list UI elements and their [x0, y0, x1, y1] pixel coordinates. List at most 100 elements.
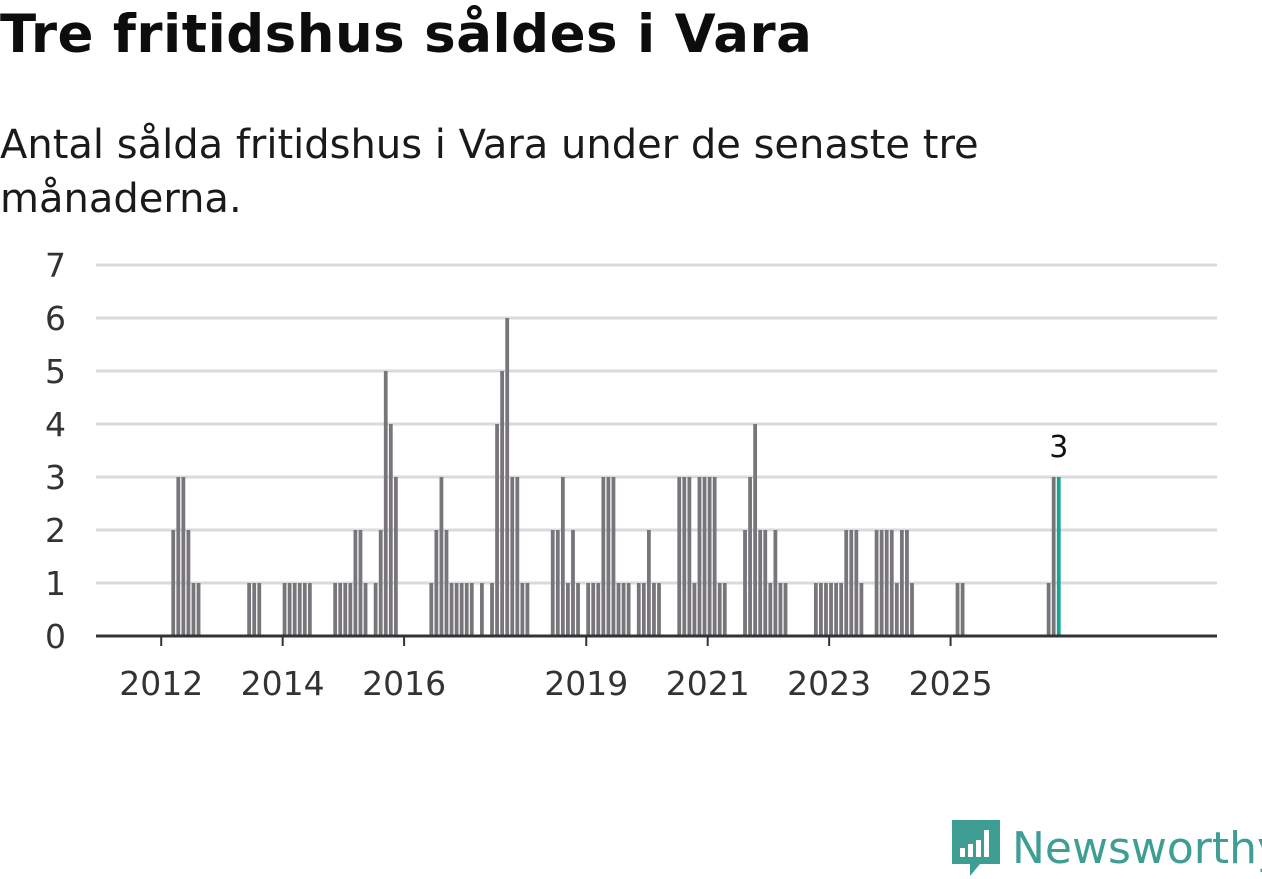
bar — [439, 477, 444, 636]
bar — [454, 583, 459, 636]
bar — [247, 583, 252, 636]
bar — [1046, 583, 1051, 636]
bar — [429, 583, 434, 636]
bar — [687, 477, 692, 636]
bar — [641, 583, 646, 636]
bar — [505, 318, 510, 636]
bar — [768, 583, 773, 636]
bar — [606, 477, 611, 636]
bar — [646, 530, 651, 636]
bar — [480, 583, 484, 636]
bar — [252, 583, 257, 636]
bar — [844, 530, 849, 636]
bar — [819, 583, 823, 636]
bar — [682, 477, 687, 636]
bar — [839, 583, 844, 636]
bar — [297, 583, 302, 636]
y-tick-label: 7 — [45, 246, 66, 285]
bar — [550, 530, 555, 636]
bar — [874, 530, 879, 636]
bar — [712, 477, 717, 636]
y-tick-label: 2 — [45, 511, 66, 550]
newsworthy-logo[interactable]: Newsworthy — [950, 818, 1262, 878]
bar — [383, 371, 388, 636]
bar — [899, 530, 904, 636]
bar — [363, 583, 368, 636]
bar — [171, 530, 176, 636]
annotations: 3 — [1049, 430, 1068, 465]
bar — [722, 583, 727, 636]
bar — [753, 424, 758, 636]
bar — [758, 530, 763, 636]
bar — [566, 583, 570, 636]
bar — [783, 583, 788, 636]
bar-chart: 0 1 2 3 4 5 6 7 2012 2014 2016 2019 2021 2023 2025 3 — [45, 246, 1217, 703]
bar — [849, 530, 854, 636]
bar — [525, 583, 530, 636]
x-tick-label: 2025 — [909, 664, 993, 703]
bar — [464, 583, 469, 636]
bar — [960, 583, 965, 636]
bar — [449, 583, 454, 636]
bar — [469, 583, 474, 636]
bar — [596, 583, 601, 636]
chart-subtitle: Antal sålda fritidshus i Vara under de s… — [0, 122, 979, 222]
bar — [636, 583, 641, 636]
bar — [333, 583, 338, 636]
x-tick-label: 2021 — [666, 664, 750, 703]
bar — [302, 583, 307, 636]
bar — [586, 583, 591, 636]
bar — [834, 583, 838, 636]
bar — [353, 530, 358, 636]
y-tick-label: 3 — [45, 458, 66, 497]
bar — [378, 530, 383, 636]
bar — [434, 530, 439, 636]
bar — [824, 583, 828, 636]
bar — [854, 530, 859, 636]
y-tick-label: 1 — [45, 564, 66, 603]
x-tick-label: 2023 — [787, 664, 871, 703]
bar — [748, 477, 752, 636]
bar — [697, 477, 702, 636]
bar — [829, 583, 833, 636]
bar — [520, 583, 525, 636]
bar — [490, 583, 494, 636]
bar — [338, 583, 343, 636]
bar — [707, 477, 712, 636]
bar — [444, 530, 449, 636]
bar — [591, 583, 596, 636]
bar — [495, 424, 499, 636]
bar — [626, 583, 631, 636]
bar — [292, 583, 297, 636]
bar — [348, 583, 353, 636]
bar — [191, 583, 196, 636]
bar — [1051, 477, 1056, 636]
bar — [813, 583, 818, 636]
bar — [677, 477, 682, 636]
bar — [358, 530, 363, 636]
bar — [905, 530, 909, 636]
bar — [459, 583, 464, 636]
bar — [373, 583, 378, 636]
x-axis: 2012 2014 2016 2019 2021 2023 2025 — [96, 634, 1217, 703]
y-tick-label: 0 — [45, 617, 66, 656]
bar — [743, 530, 747, 636]
x-tick-label: 2012 — [119, 664, 203, 703]
bar — [576, 583, 580, 636]
bar — [889, 530, 894, 636]
x-tick-label: 2014 — [241, 664, 325, 703]
x-tick-label: 2019 — [544, 664, 628, 703]
bar — [343, 583, 348, 636]
bar — [894, 583, 899, 636]
bar — [500, 371, 505, 636]
bar — [196, 583, 201, 636]
newsworthy-logo-icon — [952, 820, 1000, 876]
bar — [510, 477, 515, 636]
bar — [778, 583, 783, 636]
bar — [692, 583, 697, 636]
bar — [621, 583, 626, 636]
bar — [186, 530, 191, 636]
bar — [571, 530, 575, 636]
bar — [773, 530, 778, 636]
y-tick-label: 4 — [45, 405, 66, 444]
